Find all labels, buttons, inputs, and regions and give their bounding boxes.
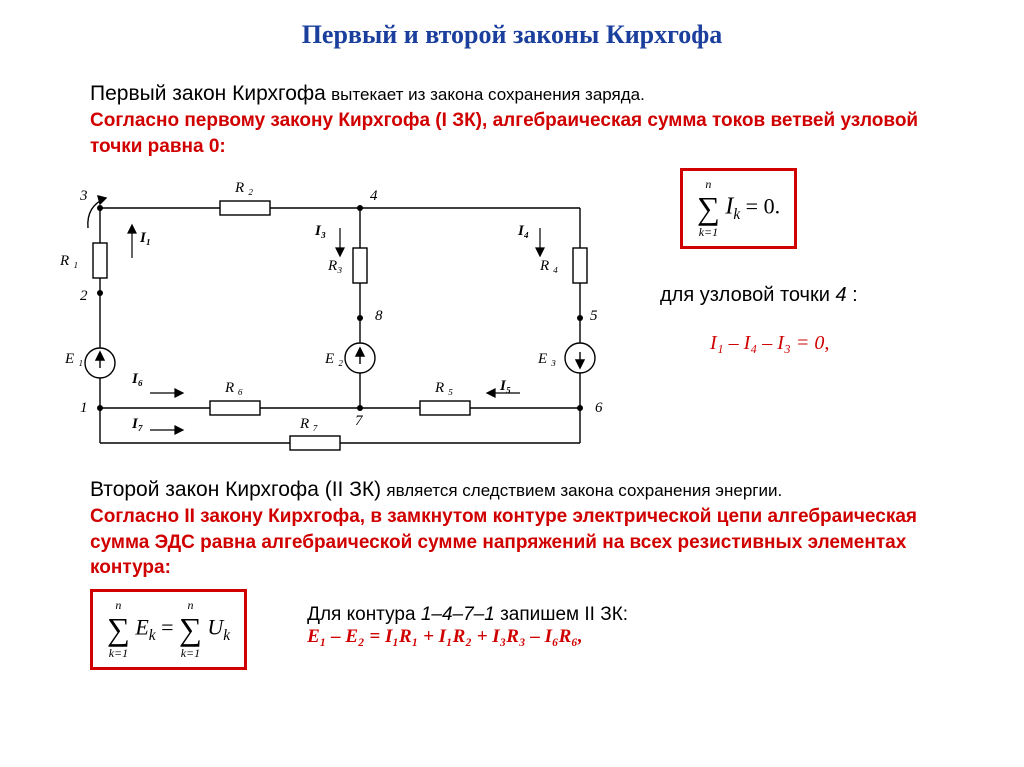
node-colon: : bbox=[852, 284, 858, 306]
right-column: n ∑ k=1 Ik = 0. для узловой точки 4 : I₁… bbox=[640, 168, 984, 355]
f2-left: E bbox=[135, 614, 148, 639]
page-title: Первый и второй законы Кирхгофа bbox=[40, 20, 984, 50]
lbl-R2: R ₂ bbox=[235, 180, 253, 197]
lbl-E2: E ₂ bbox=[325, 351, 343, 368]
lbl-E1: E ₁ bbox=[65, 351, 83, 368]
kvl-eq: E₁ – E₂ = I₁R₁ + I₁R₂ + I₃R₃ – I₆R₆, bbox=[307, 626, 583, 647]
para2-small: является следствием закона сохранения эн… bbox=[386, 481, 782, 500]
node-num: 4 bbox=[835, 284, 846, 306]
f2-lsub: k bbox=[149, 627, 156, 644]
node-text: для узловой точки bbox=[660, 284, 835, 306]
lbl-E3: E ₃ bbox=[538, 351, 556, 368]
lbl-R1: R ₁ bbox=[60, 253, 78, 270]
kcl-eq: I₁ – I₄ – I₃ = 0, bbox=[710, 332, 984, 355]
para1-red: Согласно первому закону Кирхгофа (I ЗК),… bbox=[90, 110, 918, 157]
lbl-I4: I₄ bbox=[518, 223, 529, 240]
kvl-row: n ∑ k=1 Ek = n ∑ k=1 Uk Для контура 1–4–… bbox=[40, 583, 984, 670]
formula-kvl: n ∑ k=1 Ek = n ∑ k=1 Uk bbox=[90, 589, 247, 670]
circuit-diagram: R ₁ R ₂ R₃ R ₄ R ₅ R ₆ R ₇ E ₁ E ₂ E ₃ I… bbox=[40, 168, 640, 458]
lbl-I6: I₆ bbox=[132, 371, 143, 388]
para1-small: вытекает из закона сохранения заряда. bbox=[331, 85, 645, 104]
para2: Второй закон Кирхгофа (II ЗК) является с… bbox=[90, 476, 974, 581]
f2-right: U bbox=[207, 614, 223, 639]
lbl-I3: I₃ bbox=[315, 223, 326, 240]
lbl-R5: R ₅ bbox=[435, 380, 453, 397]
f2-l2: k=1 bbox=[179, 646, 202, 661]
para2-red: Согласно II закону Кирхгофа, в замкнутом… bbox=[90, 506, 917, 578]
f1-rhs: = 0. bbox=[746, 193, 780, 218]
lbl-R3: R₃ bbox=[328, 258, 342, 275]
lbl-I1: I₁ bbox=[140, 230, 151, 247]
lbl-I7: I₇ bbox=[132, 416, 143, 433]
lbl-I5: I₅ bbox=[500, 378, 511, 395]
f2-l1: k=1 bbox=[107, 646, 130, 661]
middle-row: R ₁ R ₂ R₃ R ₄ R ₅ R ₆ R ₇ E ₁ E ₂ E ₃ I… bbox=[40, 168, 984, 458]
f1-sub: k bbox=[733, 206, 740, 223]
f2-rsub: k bbox=[223, 627, 230, 644]
lbl-R7: R ₇ bbox=[300, 416, 318, 433]
kvl-txt-a: Для контура bbox=[307, 604, 421, 625]
lbl-R6: R ₆ bbox=[225, 380, 243, 397]
para2-lead: Второй закон Кирхгофа (II ЗК) bbox=[90, 478, 381, 501]
kvl-txt-c: запишем II ЗК: bbox=[500, 604, 628, 625]
para1-lead: Первый закон Кирхгофа bbox=[90, 82, 326, 105]
lbl-R4: R ₄ bbox=[540, 258, 558, 275]
formula-kcl: n ∑ k=1 Ik = 0. bbox=[680, 168, 797, 249]
f1-lower: k=1 bbox=[697, 225, 720, 240]
para1: Первый закон Кирхгофа вытекает из закона… bbox=[90, 80, 974, 160]
kvl-txt-b: 1–4–7–1 bbox=[421, 604, 495, 625]
title-text: Первый и второй законы Кирхгофа bbox=[302, 20, 723, 49]
